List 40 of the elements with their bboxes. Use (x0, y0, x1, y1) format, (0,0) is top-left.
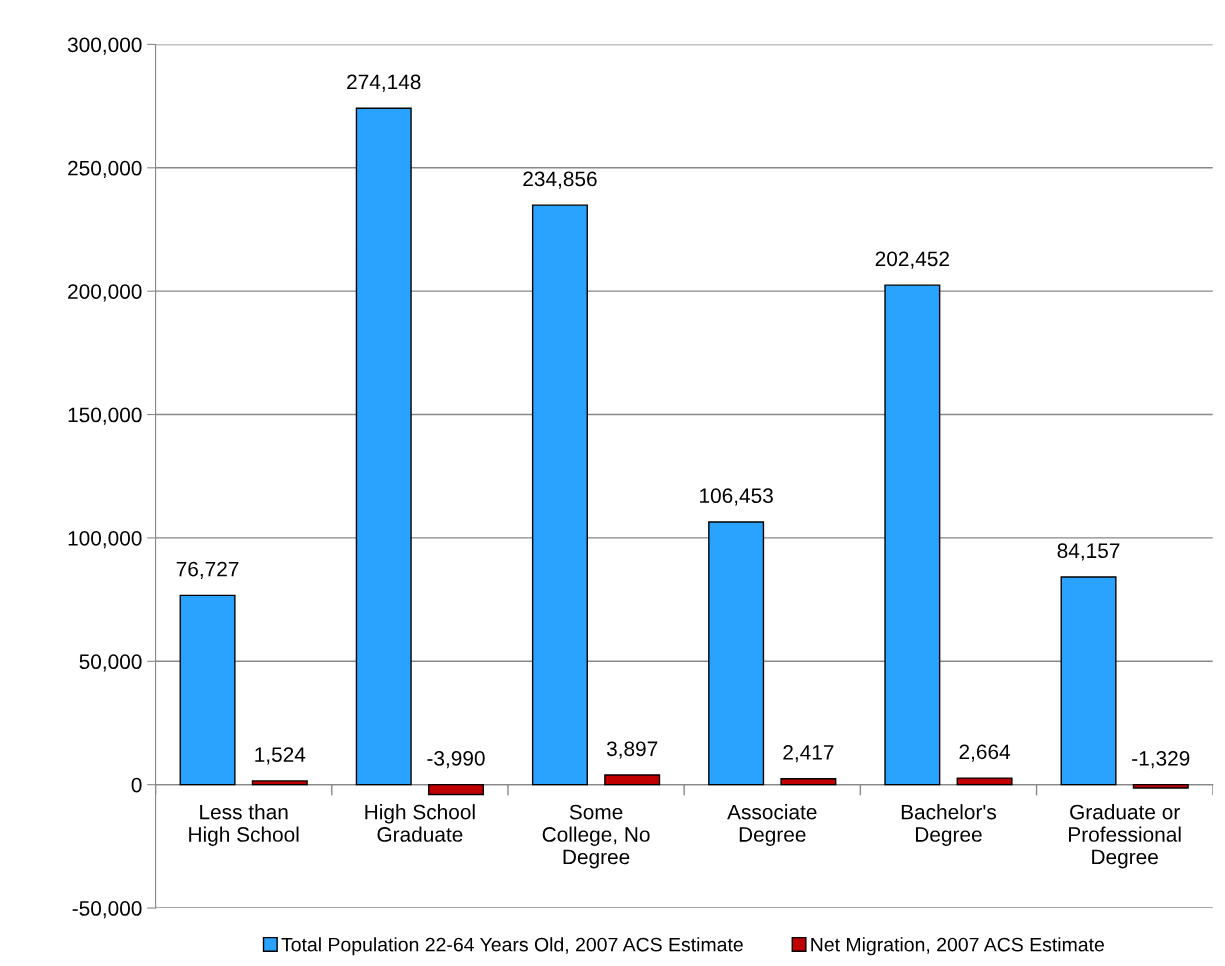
data-label: 76,727 (176, 561, 239, 579)
x-tick-label: High School Graduate (365, 804, 475, 842)
data-label: 106,453 (700, 488, 773, 506)
bar (604, 774, 661, 786)
y-tick-label: 100,000 (68, 530, 142, 549)
legend-label: Total Population 22-64 Years Old, 2007 ACS Estimate (281, 937, 743, 956)
y-tick-label: 300,000 (67, 37, 142, 55)
x-tick-label: Associate Degree (727, 804, 817, 846)
y-tick-label: 150,000 (68, 407, 142, 425)
bar (251, 780, 308, 786)
data-label: 2,417 (783, 745, 834, 763)
data-label: 1,524 (255, 747, 306, 765)
data-label: 274,148 (347, 74, 421, 92)
bar (708, 521, 765, 786)
bar (179, 594, 236, 786)
data-label: 202,452 (875, 251, 949, 269)
x-tick-label: Some College, No Degree (542, 804, 650, 869)
y-tick-label: 50,000 (79, 654, 142, 672)
data-label: 234,856 (523, 171, 597, 189)
bar (355, 107, 412, 786)
y-tick-label: -50,000 (72, 901, 142, 919)
data-label: 3,897 (606, 741, 658, 759)
x-tick-label: Less than High School (189, 804, 299, 846)
data-label: 2,664 (959, 744, 1011, 762)
bar (884, 284, 941, 786)
bar (780, 778, 837, 786)
y-tick-label: 200,000 (68, 284, 142, 302)
y-tick-label: 250,000 (68, 160, 142, 179)
legend-label: Net Migration, 2007 ACS Estimate (811, 937, 1104, 956)
y-tick-label: 0 (131, 777, 142, 793)
bar (427, 783, 484, 796)
bar (1060, 576, 1117, 786)
bar (956, 777, 1013, 786)
data-label: -1,329 (1132, 750, 1190, 769)
data-label: 84,157 (1057, 543, 1120, 561)
x-tick-label: Graduate or Professional Degree (1069, 804, 1181, 869)
data-label: -3,990 (427, 750, 485, 769)
bar (531, 204, 588, 786)
bar (1132, 783, 1189, 789)
x-tick-label: Bachelor's Degree (901, 804, 997, 846)
